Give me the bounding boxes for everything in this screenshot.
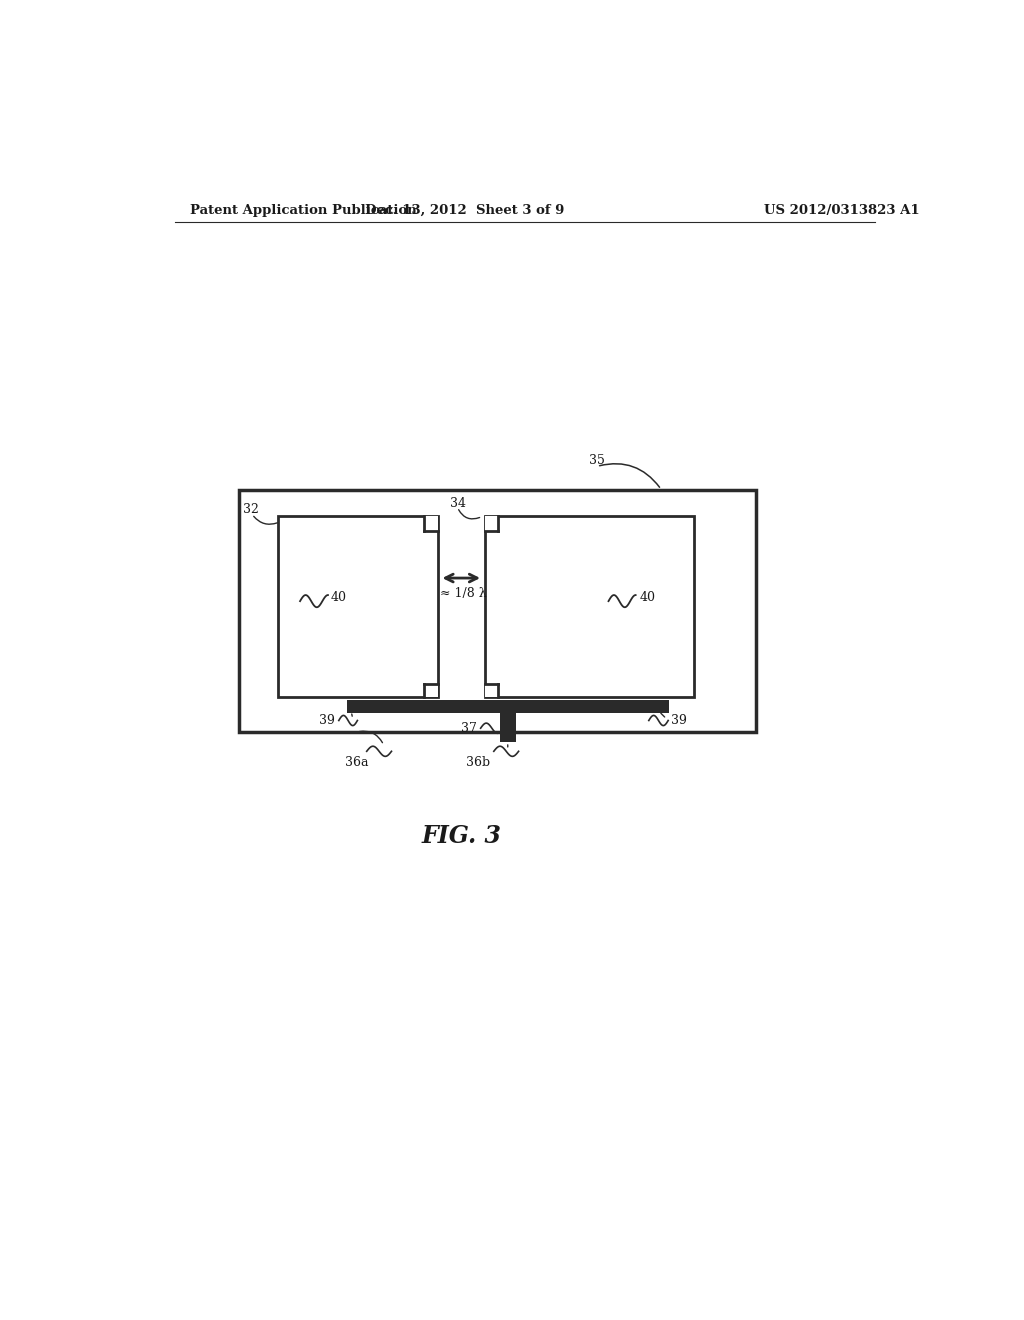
Text: 35: 35 — [589, 454, 605, 467]
Text: 39: 39 — [671, 714, 686, 727]
Bar — [484, 684, 499, 697]
Text: US 2012/0313823 A1: US 2012/0313823 A1 — [764, 205, 920, 218]
Bar — [424, 684, 438, 697]
Text: FIG. 3: FIG. 3 — [421, 824, 502, 847]
Text: 32: 32 — [243, 503, 259, 516]
Bar — [484, 516, 693, 697]
Bar — [346, 701, 366, 713]
Text: 36b: 36b — [466, 756, 490, 770]
Text: Patent Application Publication: Patent Application Publication — [190, 205, 417, 218]
Text: 40: 40 — [640, 591, 655, 603]
Text: 37: 37 — [461, 722, 477, 735]
Text: ≈ 1/8 λ: ≈ 1/8 λ — [440, 587, 487, 601]
Text: 39: 39 — [319, 714, 335, 727]
Bar — [500, 713, 515, 742]
Bar — [279, 516, 438, 697]
Text: 34: 34 — [450, 496, 466, 510]
Text: 40: 40 — [331, 591, 347, 603]
Text: Dec. 13, 2012  Sheet 3 of 9: Dec. 13, 2012 Sheet 3 of 9 — [366, 205, 565, 218]
Bar — [239, 490, 756, 733]
Bar — [349, 701, 669, 713]
Text: 36a: 36a — [345, 756, 369, 770]
Bar — [424, 516, 438, 531]
Bar — [484, 516, 499, 531]
Bar — [649, 701, 668, 713]
